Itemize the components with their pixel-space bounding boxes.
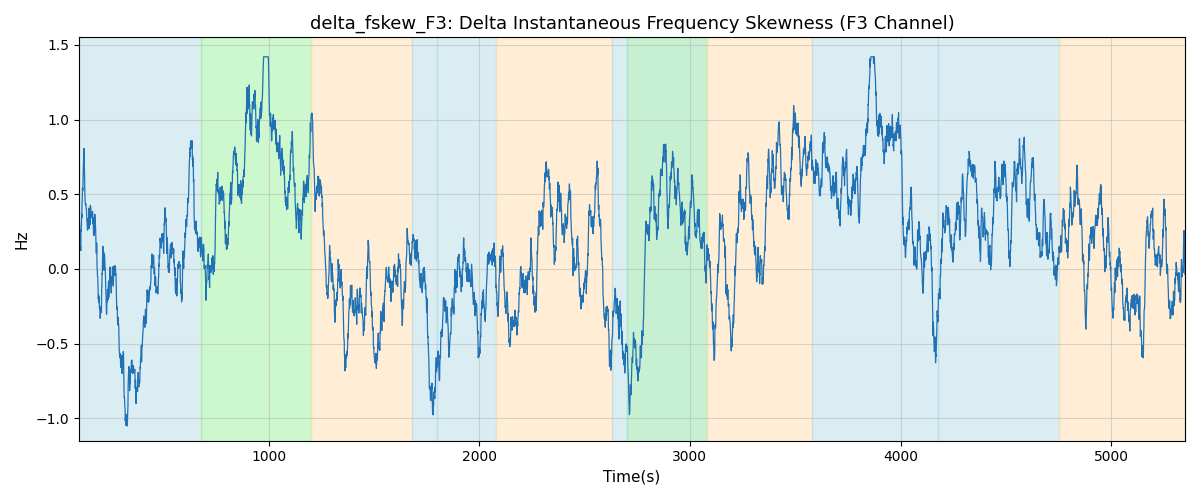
Bar [79,38,202,440]
Bar [412,38,437,440]
Bar [496,38,612,440]
Bar [437,38,496,440]
Bar [938,38,1058,440]
Bar [1058,38,1184,440]
Title: delta_fskew_F3: Delta Instantaneous Frequency Skewness (F3 Channel): delta_fskew_F3: Delta Instantaneous Freq… [310,15,954,34]
Bar [812,38,938,440]
Bar [707,38,812,440]
Bar [202,38,311,440]
Y-axis label: Hz: Hz [14,230,30,249]
Bar [626,38,707,440]
Bar [311,38,412,440]
Bar [612,38,626,440]
X-axis label: Time(s): Time(s) [604,470,660,485]
Bar [626,38,707,440]
